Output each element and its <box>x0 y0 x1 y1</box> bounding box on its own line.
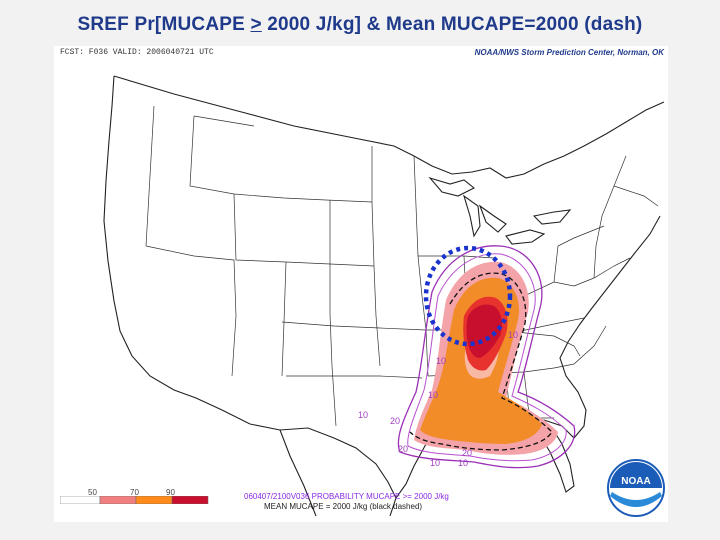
legend-swatch-pink <box>99 496 137 504</box>
map-header-left: FCST: F036 VALID: 2006040721 UTC <box>60 48 214 57</box>
legend-swatch-red <box>171 496 209 504</box>
legend-label-50: 50 <box>88 488 97 497</box>
slide-title: SREF Pr[MUCAPE > 2000 J/kg] & Mean MUCAP… <box>0 14 720 36</box>
legend-swatch-orange <box>135 496 173 504</box>
contour-label: 10 <box>458 458 468 468</box>
coastline <box>103 75 665 517</box>
legend-label-90: 90 <box>166 488 175 497</box>
contour-label: 10 <box>358 410 368 420</box>
contour-label: 10 <box>428 390 438 400</box>
us-map: 10 20 10 10 10 20 20 10 10 <box>103 75 665 517</box>
title-operator: > <box>250 14 262 35</box>
highlight-ellipse <box>423 245 513 347</box>
legend-swatch-white <box>60 496 101 504</box>
caption-probability: 060407/2100V036 PROBABILITY MUCAPE >= 20… <box>244 492 449 501</box>
contour-label: 20 <box>462 448 472 458</box>
noaa-logo-text: NOAA <box>621 476 650 487</box>
caption-mean: MEAN MUCAPE = 2000 J/kg (black dashed) <box>264 502 423 511</box>
map-panel: 10 20 10 10 10 20 20 10 10 FCST: F036 VA… <box>54 46 668 522</box>
map-header-right: NOAA/NWS Storm Prediction Center, Norman… <box>474 48 664 57</box>
legend-label-70: 70 <box>130 488 139 497</box>
legend-bar <box>60 496 209 504</box>
contour-label: 20 <box>390 416 400 426</box>
contour-labels: 10 20 10 10 10 20 20 10 10 <box>358 330 518 468</box>
title-suffix: 2000 J/kg] & Mean MUCAPE=2000 (dash) <box>261 14 643 35</box>
state-borders <box>145 105 659 435</box>
contour-label: 10 <box>436 356 446 366</box>
noaa-logo: NOAA <box>607 459 665 517</box>
contour-label: 10 <box>430 458 440 468</box>
title-prefix: SREF Pr[MUCAPE <box>77 14 251 35</box>
contour-label: 20 <box>398 444 408 454</box>
contour-label: 10 <box>508 330 518 340</box>
probability-fills <box>397 245 576 469</box>
